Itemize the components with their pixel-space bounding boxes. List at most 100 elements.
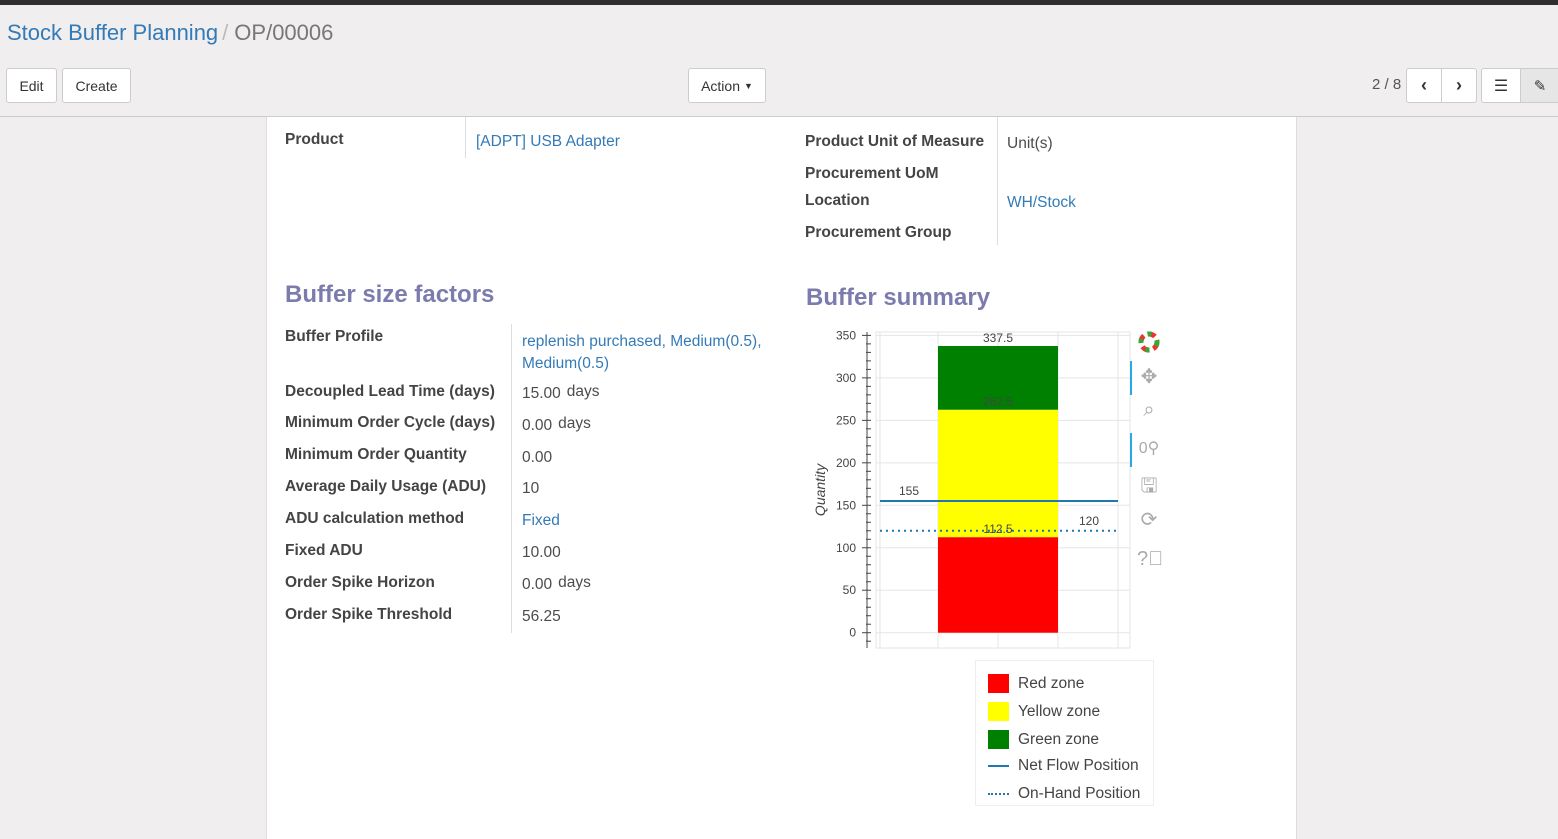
buffer-summary-heading: Buffer summary bbox=[806, 284, 991, 311]
buffer-chart: 0 50 100 150 200 250 300 350 Quantity 112.5 262.5 3… bbox=[812, 328, 1131, 649]
dotted-line-swatch bbox=[988, 793, 1009, 795]
save-icon[interactable]: 🖫 bbox=[1140, 475, 1158, 497]
wheel-zoom-icon[interactable]: 0⚲ bbox=[1138, 440, 1160, 457]
reset-icon[interactable]: ⟳ bbox=[1140, 509, 1158, 531]
legend-item-on-hand: On-Hand Position bbox=[988, 785, 1140, 803]
breadcrumb-separator: / bbox=[222, 20, 229, 45]
solid-line-swatch bbox=[988, 765, 1009, 767]
factor-label: Minimum Order Quantity bbox=[285, 446, 467, 463]
active-tool-indicator bbox=[1130, 361, 1132, 395]
caret-down-icon: ▼ bbox=[744, 80, 753, 91]
factor-label: Minimum Order Cycle (days) bbox=[285, 414, 496, 431]
factor-value: 0.00 days bbox=[522, 415, 591, 434]
uom-label: Product Unit of Measure bbox=[805, 133, 985, 150]
action-label: Action bbox=[701, 77, 740, 94]
divider bbox=[997, 117, 998, 245]
bar-label: 337.5 bbox=[983, 331, 1013, 345]
legend-item-green: Green zone bbox=[988, 730, 1099, 749]
bokeh-logo-icon[interactable] bbox=[1137, 330, 1161, 354]
box-zoom-icon[interactable]: ⌕ bbox=[1143, 399, 1155, 421]
red-swatch bbox=[988, 674, 1009, 693]
divider bbox=[465, 117, 466, 158]
y-tick-label: 200 bbox=[836, 456, 856, 470]
green-swatch bbox=[988, 730, 1009, 749]
factor-label: Order Spike Horizon bbox=[285, 574, 435, 591]
location-link[interactable]: WH/Stock bbox=[1007, 194, 1076, 211]
active-tool-indicator bbox=[1130, 433, 1132, 467]
factor-label: Average Daily Usage (ADU) bbox=[285, 478, 486, 495]
factor-label: Buffer Profile bbox=[285, 328, 384, 345]
y-tick-label: 150 bbox=[836, 498, 856, 512]
unit: days bbox=[566, 383, 600, 400]
legend-label: Red zone bbox=[1018, 674, 1085, 692]
next-record-button[interactable]: › bbox=[1441, 68, 1477, 103]
top-bar bbox=[0, 0, 1558, 5]
edit-button[interactable]: Edit bbox=[6, 68, 57, 103]
breadcrumb: Stock Buffer Planning / OP/00006 bbox=[7, 20, 333, 46]
legend-label: On-Hand Position bbox=[1018, 785, 1141, 802]
procurement-uom-label: Procurement UoM bbox=[805, 165, 939, 182]
bar-label: 262.5 bbox=[983, 395, 1013, 409]
legend-item-net-flow: Net Flow Position bbox=[988, 757, 1139, 775]
yellow-swatch bbox=[988, 702, 1009, 721]
pager-value: 2 / 8 bbox=[1372, 76, 1402, 93]
factor-value: 56.25 bbox=[522, 608, 561, 625]
value: 0.00 bbox=[522, 576, 553, 593]
list-view-button[interactable]: ☰ bbox=[1481, 68, 1521, 103]
location-label: Location bbox=[805, 192, 870, 209]
help-icon[interactable]: ?⃝ bbox=[1137, 548, 1164, 570]
buffer-profile-link[interactable]: replenish purchased, Medium(0.5), Medium… bbox=[522, 333, 762, 372]
bar-green-zone bbox=[938, 346, 1058, 410]
bar-yellow-zone bbox=[938, 409, 1058, 538]
factor-value: 0.00 bbox=[522, 449, 553, 466]
bar-label: 112.5 bbox=[983, 522, 1012, 536]
factor-value: 10.00 bbox=[522, 544, 561, 561]
legend-label: Green zone bbox=[1018, 730, 1099, 748]
buffer-size-factors-heading: Buffer size factors bbox=[285, 281, 495, 308]
factor-label: ADU calculation method bbox=[285, 510, 465, 527]
header-divider bbox=[0, 116, 1558, 117]
chevron-right-icon: › bbox=[1456, 75, 1462, 95]
uom-value: Unit(s) bbox=[1007, 135, 1053, 152]
chevron-left-icon: ‹ bbox=[1421, 75, 1427, 95]
chart-legend: Red zone Yellow zone Green zone Net Flow… bbox=[975, 660, 1154, 806]
factor-value: 0.00 days bbox=[522, 574, 591, 593]
adu-method-link[interactable]: Fixed bbox=[522, 512, 560, 529]
legend-item-red: Red zone bbox=[988, 674, 1084, 693]
form-view-button[interactable]: ✎ bbox=[1520, 68, 1558, 103]
factor-label: Fixed ADU bbox=[285, 542, 363, 559]
breadcrumb-current: OP/00006 bbox=[234, 20, 334, 45]
y-tick-label: 50 bbox=[843, 583, 857, 597]
y-tick-label: 0 bbox=[849, 626, 856, 640]
factor-value: 10 bbox=[522, 480, 540, 497]
previous-record-button[interactable]: ‹ bbox=[1406, 68, 1442, 103]
y-tick-label: 350 bbox=[836, 328, 856, 342]
y-tick-label: 300 bbox=[836, 371, 856, 385]
legend-label: Yellow zone bbox=[1018, 702, 1101, 720]
create-button[interactable]: Create bbox=[62, 68, 131, 103]
y-axis-label: Quantity bbox=[812, 463, 828, 516]
y-tick-label: 100 bbox=[836, 541, 856, 555]
bar-red-zone bbox=[938, 537, 1058, 633]
unit: days bbox=[558, 574, 591, 591]
pan-icon[interactable]: ✥ bbox=[1140, 366, 1158, 388]
line-label: 155 bbox=[899, 484, 919, 498]
value: 0.00 bbox=[522, 417, 553, 434]
y-tick-label: 250 bbox=[836, 413, 856, 427]
factor-label: Decoupled Lead Time (days) bbox=[285, 383, 495, 400]
factor-value: 15.00 days bbox=[522, 383, 600, 402]
factor-label: Order Spike Threshold bbox=[285, 606, 453, 623]
breadcrumb-parent[interactable]: Stock Buffer Planning bbox=[7, 20, 219, 45]
divider bbox=[511, 324, 512, 633]
line-label: 120 bbox=[1079, 514, 1099, 528]
action-dropdown[interactable]: Action ▼ bbox=[688, 68, 766, 103]
list-icon: ☰ bbox=[1493, 77, 1509, 95]
edit-icon: ✎ bbox=[1533, 77, 1547, 95]
value: 15.00 bbox=[522, 385, 561, 402]
product-label: Product bbox=[285, 131, 344, 148]
procurement-group-label: Procurement Group bbox=[805, 224, 952, 241]
unit: days bbox=[558, 415, 591, 432]
product-link[interactable]: [ADPT] USB Adapter bbox=[476, 133, 620, 150]
legend-label: Net Flow Position bbox=[1018, 757, 1139, 774]
legend-item-yellow: Yellow zone bbox=[988, 702, 1100, 721]
